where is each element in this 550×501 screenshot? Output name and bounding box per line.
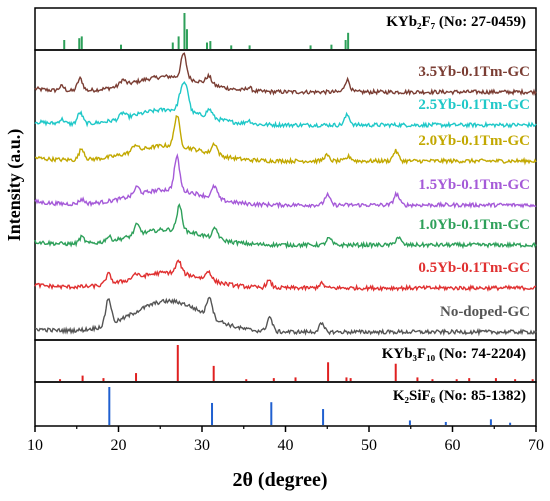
xrd-series-line: [34, 80, 537, 129]
xrd-series-line: [34, 259, 537, 293]
x-tick-label: 20: [111, 437, 127, 454]
xrd-series-line: [34, 203, 537, 250]
series-label: 1.0Yb-0.1Tm-GC: [418, 217, 530, 233]
reference-label: K₂SiF₆ (No: 85-1382): [393, 388, 526, 404]
x-tick-label: 60: [445, 437, 461, 454]
xrd-series-line: [34, 296, 537, 337]
xrd-series-line: [35, 114, 537, 166]
chart-marks: [34, 13, 537, 425]
reference-label: KYb₃F₁₀ (No: 74-2204): [382, 346, 526, 362]
series-label: 2.5Yb-0.1Tm-GC: [418, 97, 530, 113]
series-label: 1.5Yb-0.1Tm-GC: [418, 177, 530, 193]
x-tick-label: 30: [194, 437, 210, 454]
reference-label: KYb₂F₇ (No: 27-0459): [386, 14, 526, 30]
x-tick-label: 50: [361, 437, 377, 454]
x-tick-label: 10: [27, 437, 43, 454]
series-label: 2.0Yb-0.1Tm-GC: [418, 133, 530, 149]
x-tick-label: 40: [278, 437, 294, 454]
chart-labels: KYb₂F₇ (No: 27-0459) KYb₃F₁₀ (No: 74-2204…: [382, 14, 530, 404]
x-tick-label: 70: [528, 437, 544, 454]
x-axis: 10 20 30 40 50 60 70: [27, 426, 544, 454]
y-axis-title: Intensity (a.u.): [4, 129, 25, 242]
xrd-series-line: [34, 153, 537, 210]
series-label: 0.5Yb-0.1Tm-GC: [418, 260, 530, 276]
series-label: No-doped-GC: [440, 304, 530, 320]
panel-frame: [34, 49, 537, 341]
xrd-series-line: [34, 52, 537, 96]
series-label: 3.5Yb-0.1Tm-GC: [418, 64, 530, 80]
x-axis-title: 2θ (degree): [232, 469, 327, 491]
